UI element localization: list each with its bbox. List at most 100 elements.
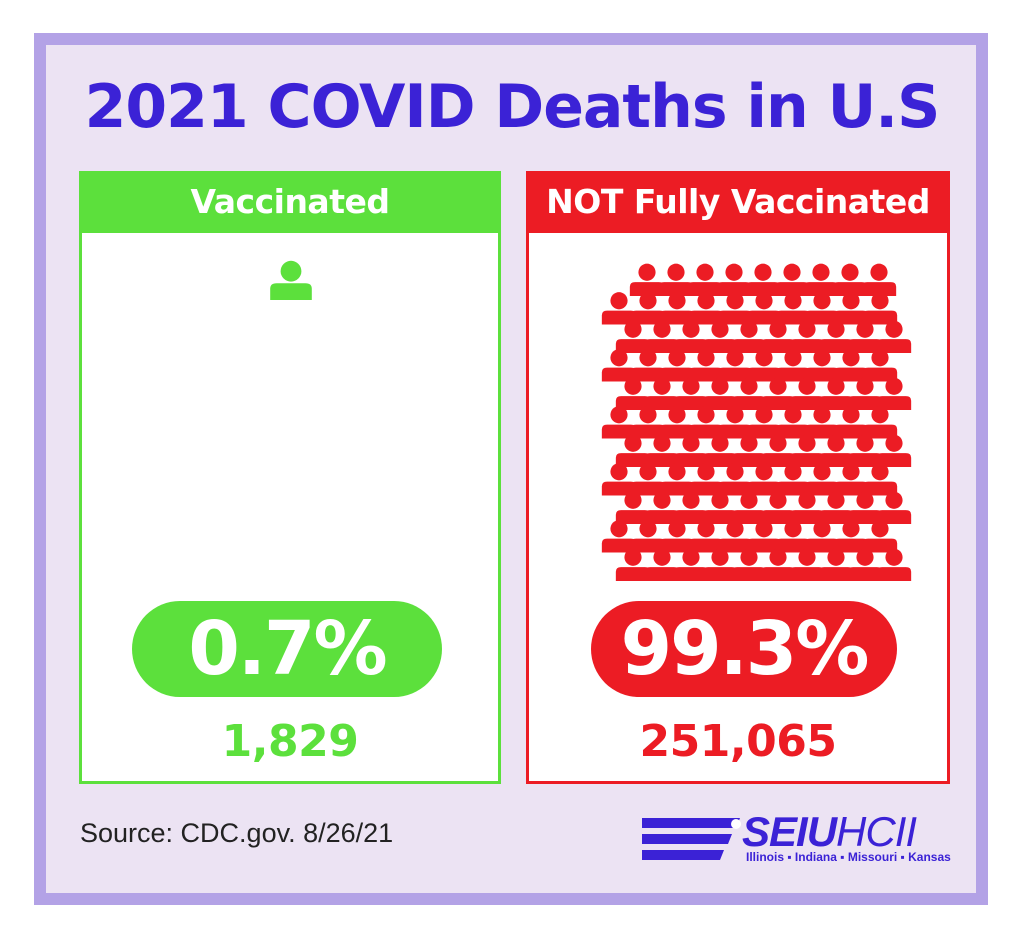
- unvaccinated-person-icon: [688, 406, 724, 439]
- unvaccinated-person-icon: [615, 320, 651, 353]
- logo-name-light: HCII: [836, 808, 917, 855]
- unvaccinated-person-icon: [746, 520, 782, 553]
- unvaccinated-person-icon: [861, 263, 897, 296]
- unvaccinated-person-icon: [702, 491, 738, 524]
- unvaccinated-person-icon: [659, 292, 695, 325]
- unvaccinated-person-icon: [876, 320, 912, 353]
- unvaccinated-person-icon: [717, 292, 753, 325]
- unvaccinated-person-icon: [731, 320, 767, 353]
- unvaccinated-person-icon: [862, 520, 898, 553]
- unvaccinated-person-icon: [862, 292, 898, 325]
- unvaccinated-person-icon: [629, 263, 665, 296]
- unvaccinated-person-icon: [615, 434, 651, 467]
- unvaccinated-person-icon: [847, 377, 883, 410]
- unvaccinated-person-icon: [760, 548, 796, 581]
- vaccinated-person-icon: [270, 260, 312, 300]
- unvaccinated-person-icon: [731, 434, 767, 467]
- unvaccinated-person-icon: [847, 548, 883, 581]
- unvaccinated-person-icon: [760, 377, 796, 410]
- unvaccinated-person-icon: [746, 292, 782, 325]
- unvaccinated-person-icon: [862, 349, 898, 382]
- unvaccinated-person-icon: [731, 491, 767, 524]
- unvaccinated-person-icon: [804, 406, 840, 439]
- unvaccinated-person-icon: [659, 349, 695, 382]
- unvaccinated-person-icon: [644, 434, 680, 467]
- unvaccinated-person-icon: [731, 548, 767, 581]
- unvaccinated-person-icon: [630, 349, 666, 382]
- unvaccinated-person-icon: [702, 548, 738, 581]
- unvaccinated-person-icon: [804, 463, 840, 496]
- unvaccinated-person-icon: [847, 320, 883, 353]
- unvaccinated-person-icon: [818, 434, 854, 467]
- unvaccinated-person-icon: [659, 520, 695, 553]
- unvaccinated-person-icon: [775, 406, 811, 439]
- unvaccinated-person-icon: [760, 491, 796, 524]
- logo-wordmark: SEIUHCII: [742, 808, 917, 856]
- unvaccinated-person-icon: [833, 520, 869, 553]
- unvaccinated-header: NOT Fully Vaccinated: [526, 171, 950, 233]
- vaccinated-header: Vaccinated: [79, 171, 501, 233]
- unvaccinated-person-icon: [673, 320, 709, 353]
- unvaccinated-person-icon: [833, 406, 869, 439]
- vaccinated-percent: 0.7%: [132, 601, 442, 697]
- chart-title: 2021 COVID Deaths in U.S: [84, 72, 941, 142]
- unvaccinated-person-icon: [630, 520, 666, 553]
- unvaccinated-person-icon: [818, 491, 854, 524]
- unvaccinated-person-icon: [688, 520, 724, 553]
- unvaccinated-person-icon: [688, 463, 724, 496]
- unvaccinated-person-icon: [818, 377, 854, 410]
- unvaccinated-person-icon: [630, 463, 666, 496]
- unvaccinated-person-icon: [644, 377, 680, 410]
- unvaccinated-person-icon: [862, 463, 898, 496]
- unvaccinated-person-icon: [717, 349, 753, 382]
- unvaccinated-person-icon: [673, 491, 709, 524]
- unvaccinated-person-icon: [746, 463, 782, 496]
- unvaccinated-person-icon: [702, 434, 738, 467]
- unvaccinated-person-icon: [789, 320, 825, 353]
- unvaccinated-person-icon: [804, 520, 840, 553]
- unvaccinated-person-icon: [804, 292, 840, 325]
- unvaccinated-person-icon: [615, 548, 651, 581]
- unvaccinated-person-icon: [876, 377, 912, 410]
- unvaccinated-person-icon: [644, 320, 680, 353]
- unvaccinated-person-icon: [746, 406, 782, 439]
- unvaccinated-person-icon: [833, 349, 869, 382]
- unvaccinated-person-icon: [818, 548, 854, 581]
- unvaccinated-person-icon: [687, 263, 723, 296]
- unvaccinated-person-icon: [615, 491, 651, 524]
- unvaccinated-person-icon: [789, 548, 825, 581]
- vaccinated-icon-area: [270, 260, 312, 300]
- unvaccinated-person-icon: [673, 548, 709, 581]
- unvaccinated-person-icon: [673, 377, 709, 410]
- unvaccinated-icon-area: [601, 263, 912, 581]
- unvaccinated-person-icon: [775, 292, 811, 325]
- unvaccinated-person-icon: [630, 292, 666, 325]
- unvaccinated-person-icon: [601, 463, 637, 496]
- unvaccinated-person-icon: [862, 406, 898, 439]
- logo-name-bold: SEIU: [742, 808, 837, 855]
- unvaccinated-person-icon: [775, 349, 811, 382]
- unvaccinated-person-icon: [876, 548, 912, 581]
- unvaccinated-person-icon: [688, 349, 724, 382]
- unvaccinated-person-icon: [789, 434, 825, 467]
- unvaccinated-person-icon: [833, 463, 869, 496]
- unvaccinated-person-icon: [702, 320, 738, 353]
- unvaccinated-person-icon: [702, 377, 738, 410]
- unvaccinated-person-icon: [847, 491, 883, 524]
- unvaccinated-person-icon: [803, 263, 839, 296]
- unvaccinated-person-icon: [717, 520, 753, 553]
- unvaccinated-panel: NOT Fully Vaccinated 99.3% 251,065: [526, 171, 950, 784]
- unvaccinated-person-icon: [717, 463, 753, 496]
- source-note: Source: CDC.gov. 8/26/21: [80, 818, 394, 848]
- vaccinated-panel: Vaccinated 0.7% 1,829: [79, 171, 501, 784]
- unvaccinated-person-icon: [832, 263, 868, 296]
- unvaccinated-person-icon: [658, 263, 694, 296]
- unvaccinated-person-icon: [789, 377, 825, 410]
- unvaccinated-person-icon: [717, 406, 753, 439]
- unvaccinated-person-icon: [804, 349, 840, 382]
- unvaccinated-person-icon: [745, 263, 781, 296]
- unvaccinated-person-icon: [659, 406, 695, 439]
- unvaccinated-person-icon: [615, 377, 651, 410]
- unvaccinated-person-icon: [659, 463, 695, 496]
- unvaccinated-person-icon: [601, 349, 637, 382]
